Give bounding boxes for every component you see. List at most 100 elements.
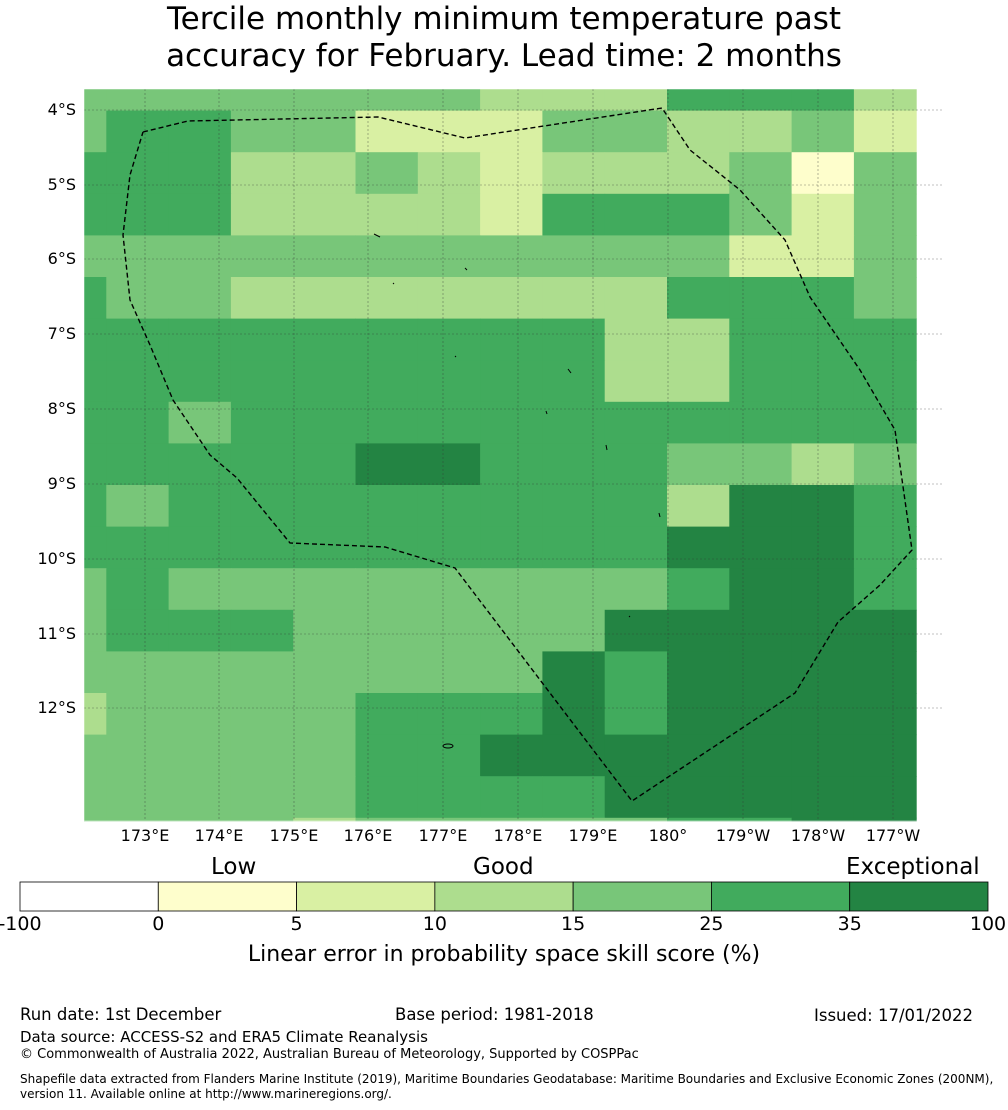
grid-cell	[355, 485, 419, 528]
grid-cell	[417, 277, 481, 320]
grid-cell	[106, 776, 170, 819]
grid-cell	[667, 193, 730, 236]
grid-cell	[480, 443, 543, 486]
grid-cell	[355, 152, 419, 195]
grid-cell	[604, 609, 668, 652]
grid-cell	[667, 693, 730, 736]
grid-cell	[293, 152, 356, 195]
grid-cell	[480, 776, 543, 819]
grid-cell	[106, 318, 170, 361]
grid-cell	[417, 526, 481, 569]
grid-cell	[791, 443, 855, 486]
grid-cell	[230, 776, 294, 819]
grid-cell	[542, 443, 606, 486]
grid-cell	[853, 443, 917, 486]
grid-cell	[853, 734, 917, 777]
grid-cell	[293, 401, 356, 444]
grid-cell	[729, 651, 793, 694]
grid-cell	[84, 817, 107, 822]
base-period: Base period: 1981-2018	[395, 1005, 594, 1024]
grid-cell	[604, 152, 668, 195]
grid-cell	[106, 110, 170, 153]
map-frame	[83, 88, 945, 822]
grid-cell	[230, 401, 294, 444]
longitude-label: 174°E	[194, 826, 244, 845]
category-good: Good	[473, 854, 534, 880]
grid-cell	[853, 360, 917, 403]
grid-cell	[480, 235, 543, 278]
grid-cell	[604, 568, 668, 611]
grid-cell	[667, 235, 730, 278]
grid-cell	[230, 568, 294, 611]
grid-cell	[480, 734, 543, 777]
grid-cell	[417, 693, 481, 736]
grid-cell	[542, 817, 606, 822]
colorbar-label: Linear error in probability space skill …	[247, 942, 761, 967]
grid-cell	[791, 651, 855, 694]
colorbar-tick-label: 100	[969, 913, 1007, 935]
grid-cell	[84, 609, 107, 652]
issued-date: Issued: 17/01/2022	[814, 1006, 974, 1025]
grid-cell	[106, 443, 170, 486]
grid-cell	[230, 110, 294, 153]
grid-cell	[667, 609, 730, 652]
grid-cell	[480, 609, 543, 652]
colorbar-tick-label: 15	[561, 913, 586, 935]
grid-cell	[604, 89, 668, 112]
eez-boundary	[122, 107, 913, 802]
grid-cell	[293, 609, 356, 652]
longitude-label: 173°E	[120, 826, 170, 845]
grid-cell	[542, 568, 606, 611]
grid-cell	[604, 318, 668, 361]
grid-cell	[667, 360, 730, 403]
grid-cell	[355, 360, 419, 403]
grid-cell	[106, 235, 170, 278]
latitude-label: 9°S	[47, 474, 76, 493]
grid-cell	[729, 318, 793, 361]
latitude-label: 5°S	[47, 175, 76, 194]
grid-cell	[667, 110, 730, 153]
grid-cell	[667, 568, 730, 611]
grid-cell	[729, 110, 793, 153]
grid-cell	[791, 526, 855, 569]
grid-cell	[480, 360, 543, 403]
grid-cell	[106, 485, 170, 528]
grid-cell	[84, 360, 107, 403]
grid-cell	[230, 693, 294, 736]
grid-cell	[542, 152, 606, 195]
latitude-label: 4°S	[47, 100, 76, 119]
grid-cell	[106, 734, 170, 777]
grid-cell	[84, 110, 107, 153]
grid-cell	[106, 277, 170, 320]
grid-cell	[791, 235, 855, 278]
grid-cell	[542, 526, 606, 569]
grid-cell	[293, 526, 356, 569]
grid-cell	[355, 609, 419, 652]
grid-cell	[853, 89, 917, 112]
colorbar	[19, 881, 989, 912]
grid-cell	[853, 110, 917, 153]
grid-cell	[729, 734, 793, 777]
grid-cell	[106, 152, 170, 195]
shapefile-credit-line-2: version 11. Available online at http://w…	[20, 1087, 392, 1101]
grid-cell	[604, 485, 668, 528]
grid-cell	[230, 360, 294, 403]
colorbar-tick-label: 5	[290, 913, 303, 935]
grid-cell	[417, 609, 481, 652]
grid-cell	[293, 817, 356, 822]
grid-cell	[729, 817, 793, 822]
grid-cell	[667, 318, 730, 361]
grid-cell	[355, 734, 419, 777]
grid-cell	[168, 776, 232, 819]
grid-cell	[791, 485, 855, 528]
grid-cell	[729, 193, 793, 236]
grid-cell	[791, 360, 855, 403]
grid-cell	[480, 152, 543, 195]
grid-cell	[853, 693, 917, 736]
longitude-label: 179°W	[715, 826, 771, 845]
grid-cell	[729, 360, 793, 403]
colorbar-segment	[849, 881, 989, 912]
latitude-label: 7°S	[47, 324, 76, 343]
grid-cell	[417, 443, 481, 486]
grid-cell	[417, 110, 481, 153]
